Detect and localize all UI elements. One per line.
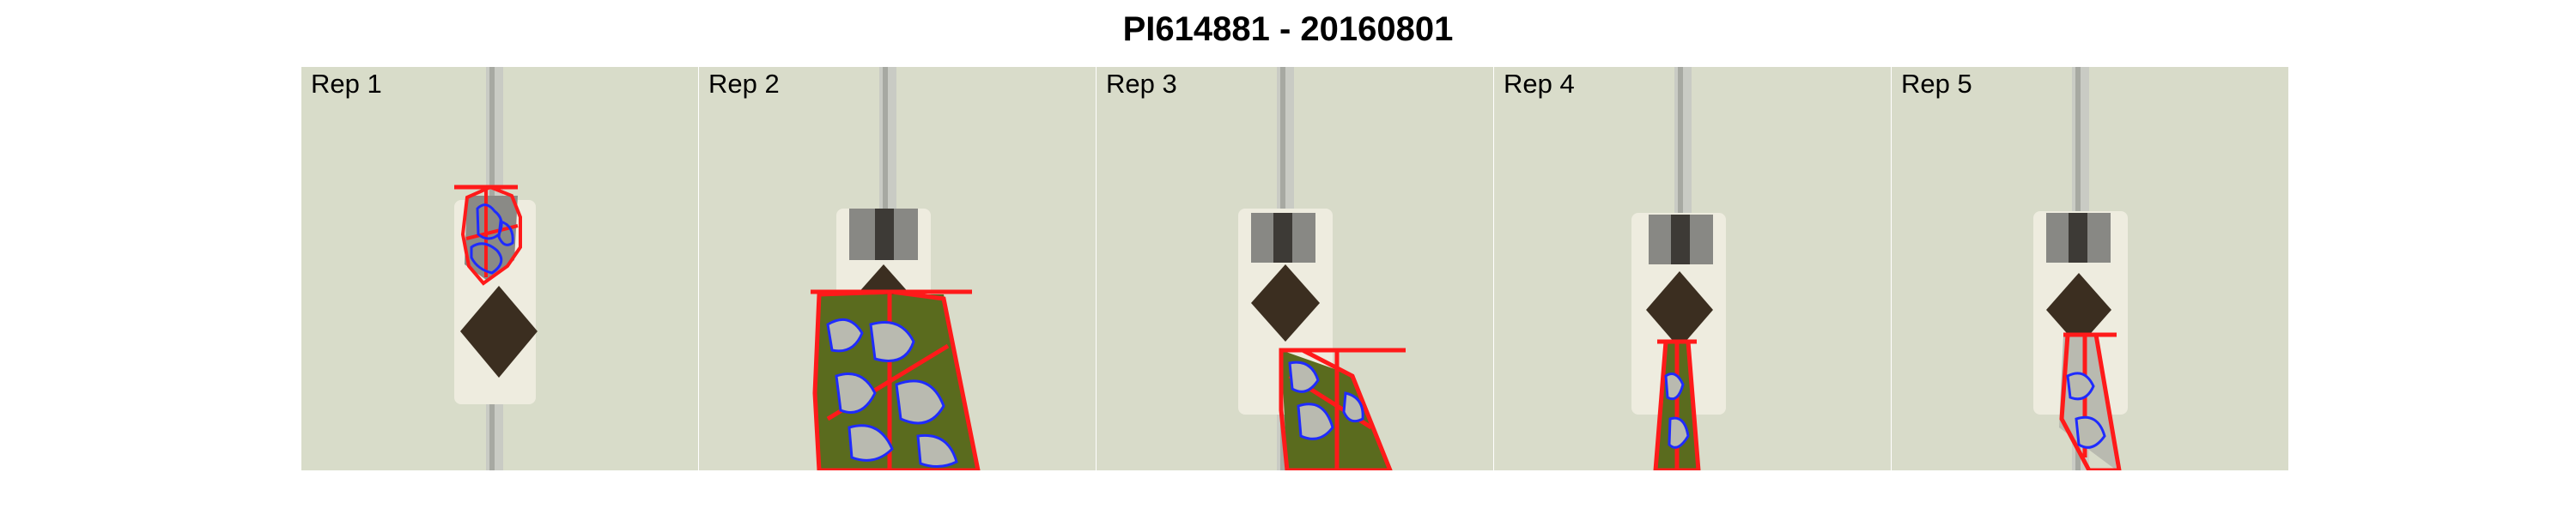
panel-rep-3: Rep 3: [1097, 67, 1493, 470]
figure-title: PI614881 - 20160801: [1122, 10, 1454, 48]
plant-image-rep-1: [301, 67, 698, 470]
rep-label: Rep 3: [1106, 69, 1177, 99]
plant-image-rep-3: [1097, 67, 1493, 470]
rep-label: Rep 2: [708, 69, 780, 99]
plant-image-rep-5: [1892, 67, 2288, 470]
panel-rep-1: Rep 1: [301, 67, 698, 470]
plant-image-rep-4: [1494, 67, 1891, 470]
panel-rep-5: Rep 5: [1892, 67, 2288, 470]
rep-label: Rep 4: [1504, 69, 1575, 99]
panel-rep-2: Rep 2: [699, 67, 1096, 470]
rep-label: Rep 1: [311, 69, 382, 99]
panel-row: Rep 1 Rep 2: [301, 67, 2288, 470]
panel-rep-4: Rep 4: [1494, 67, 1891, 470]
rep-label: Rep 5: [1901, 69, 1972, 99]
plant-image-rep-2: [699, 67, 1096, 470]
